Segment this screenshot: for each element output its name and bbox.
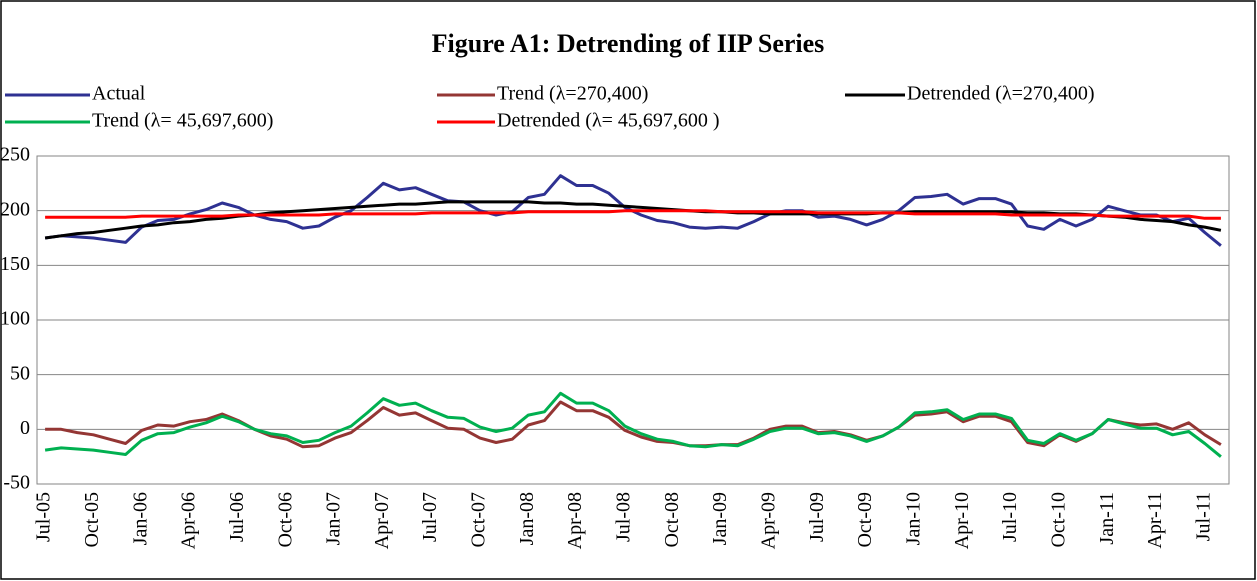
legend-label: Detrended (λ= 45,697,600 ) <box>497 110 720 132</box>
x-tick-label: Jul-10 <box>999 492 1021 542</box>
x-tick-label: Jul-09 <box>806 492 828 542</box>
x-tick-label: Oct-09 <box>854 492 876 548</box>
x-tick-label: Apr-07 <box>371 492 393 549</box>
x-tick-label: Oct-05 <box>81 492 103 548</box>
x-tick-label: Jul-05 <box>33 492 55 542</box>
x-tick-label: Apr-06 <box>178 492 200 549</box>
y-tick-label: 150 <box>0 253 30 275</box>
legend-label: Detrended (λ=270,400) <box>907 83 1095 105</box>
x-tick-label: Jan-07 <box>323 492 345 545</box>
x-tick-label: Jul-07 <box>419 492 441 542</box>
x-tick-label: Jan-09 <box>709 492 731 545</box>
x-tick-label: Apr-10 <box>951 492 973 549</box>
y-tick-label: 100 <box>0 308 30 330</box>
x-tick-label: Apr-11 <box>1144 492 1166 549</box>
x-tick-label: Jul-11 <box>1192 492 1214 541</box>
y-tick-label: -50 <box>3 472 30 494</box>
x-tick-label: Oct-06 <box>274 492 296 548</box>
x-tick-label: Jul-08 <box>613 492 635 542</box>
x-tick-label: Jan-10 <box>902 492 924 545</box>
series-line <box>45 209 1221 220</box>
x-tick-label: Oct-07 <box>468 492 490 548</box>
x-tick-label: Jan-11 <box>1096 492 1118 545</box>
legend-label: Trend (λ=270,400) <box>497 83 648 105</box>
x-tick-label: Jan-06 <box>129 492 151 545</box>
y-tick-label: 50 <box>10 362 30 384</box>
x-tick-label: Jul-06 <box>226 492 248 542</box>
x-tick-label: Jan-08 <box>516 492 538 545</box>
legend-label: Actual <box>92 83 146 105</box>
x-tick-label: Oct-10 <box>1047 492 1069 548</box>
x-tick-label: Oct-08 <box>661 492 683 548</box>
x-tick-label: Apr-09 <box>758 492 780 549</box>
y-tick-label: 0 <box>20 417 30 439</box>
legend-label: Trend (λ= 45,697,600) <box>92 110 273 132</box>
chart-title: Figure A1: Detrending of IIP Series <box>432 29 825 58</box>
y-tick-label: 200 <box>0 198 30 220</box>
series-line <box>44 391 1222 458</box>
y-tick-label: 250 <box>0 144 30 166</box>
x-tick-label: Apr-08 <box>564 492 586 549</box>
